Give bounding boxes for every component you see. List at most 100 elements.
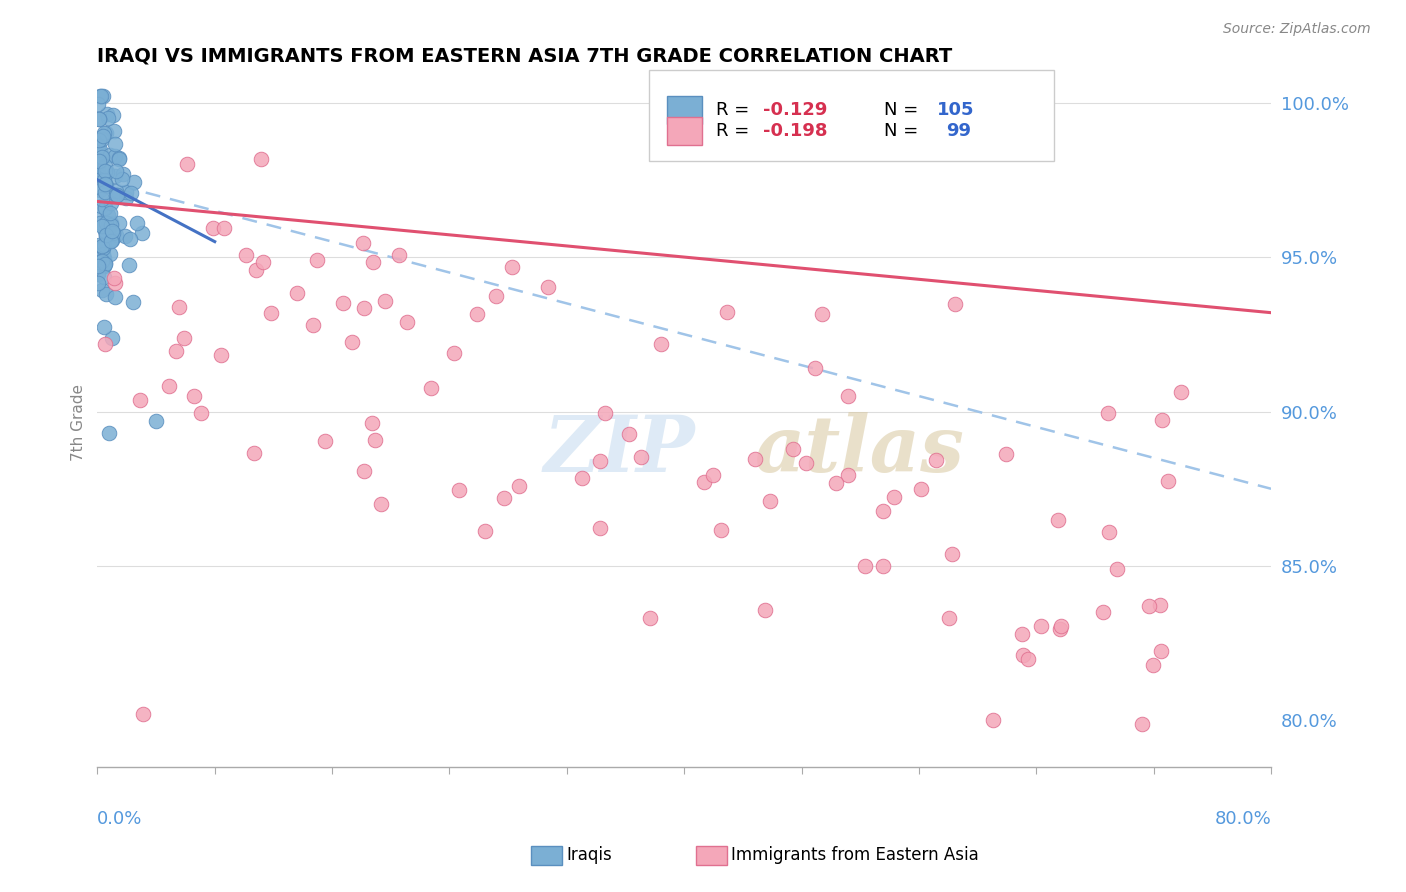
Point xyxy=(94,287,117,301)
Point xyxy=(93,259,115,273)
Point xyxy=(93,270,115,285)
Point xyxy=(589,453,612,467)
Point xyxy=(449,483,471,498)
Point xyxy=(94,127,117,141)
Point xyxy=(794,456,817,470)
Point xyxy=(93,259,115,273)
Point xyxy=(710,523,733,537)
Point xyxy=(91,150,114,164)
Point xyxy=(314,434,336,448)
Point xyxy=(93,219,115,233)
Point xyxy=(105,187,128,202)
Point xyxy=(93,251,115,265)
Point xyxy=(744,452,766,467)
Point xyxy=(361,416,384,430)
Point xyxy=(101,232,124,246)
Point xyxy=(508,478,530,492)
Point xyxy=(87,238,110,252)
Point xyxy=(853,558,876,573)
Text: atlas: atlas xyxy=(755,412,965,488)
Point xyxy=(98,147,121,161)
Point xyxy=(925,453,948,467)
Point xyxy=(630,450,652,465)
Point xyxy=(465,307,488,321)
Text: -0.129: -0.129 xyxy=(763,102,827,120)
Point xyxy=(1097,407,1119,421)
Point xyxy=(87,96,110,111)
Point xyxy=(93,164,115,178)
Point xyxy=(837,467,859,482)
Point xyxy=(101,233,124,247)
Point xyxy=(650,337,672,351)
Point xyxy=(190,406,212,420)
Text: 80.0%: 80.0% xyxy=(1215,810,1271,828)
Point xyxy=(87,267,110,281)
Point xyxy=(97,112,120,126)
Point xyxy=(183,389,205,403)
Point xyxy=(89,133,111,147)
Point xyxy=(352,236,374,251)
Point xyxy=(87,112,110,127)
Point xyxy=(103,149,125,163)
Point xyxy=(883,490,905,504)
Point xyxy=(91,247,114,261)
Text: N =: N = xyxy=(884,102,924,120)
Point xyxy=(145,414,167,428)
Point xyxy=(638,610,661,624)
Point xyxy=(1050,619,1073,633)
Point xyxy=(122,175,145,189)
Point xyxy=(111,167,134,181)
Point xyxy=(537,280,560,294)
Point xyxy=(120,232,142,246)
Point xyxy=(93,201,115,215)
Point xyxy=(89,153,111,168)
Point xyxy=(96,107,118,121)
Point xyxy=(87,112,110,127)
Point xyxy=(804,360,827,375)
Point xyxy=(108,151,131,165)
Point xyxy=(91,132,114,146)
Point xyxy=(107,216,129,230)
Point xyxy=(94,257,117,271)
Point xyxy=(100,215,122,229)
Point xyxy=(1091,605,1114,619)
Point xyxy=(90,147,112,161)
Point xyxy=(100,196,122,211)
Point xyxy=(90,89,112,103)
Point xyxy=(1105,561,1128,575)
Point xyxy=(811,308,834,322)
Point xyxy=(111,172,134,186)
Point xyxy=(1047,512,1070,526)
Point xyxy=(93,319,115,334)
Point xyxy=(91,255,114,269)
Point xyxy=(96,229,118,244)
Point xyxy=(105,228,128,243)
Point xyxy=(332,296,354,310)
Point xyxy=(103,271,125,285)
Point xyxy=(91,219,114,234)
Point xyxy=(1011,627,1033,641)
Text: Source: ZipAtlas.com: Source: ZipAtlas.com xyxy=(1223,22,1371,37)
Point xyxy=(165,343,187,358)
Point xyxy=(1150,413,1173,427)
Point xyxy=(1049,622,1071,636)
Point xyxy=(167,300,190,314)
Point xyxy=(212,221,235,235)
Point xyxy=(100,218,122,232)
Point xyxy=(1157,474,1180,488)
Point xyxy=(90,283,112,297)
Point xyxy=(754,602,776,616)
Point xyxy=(108,152,131,166)
Point xyxy=(943,297,966,311)
Point xyxy=(492,491,515,505)
Text: 105: 105 xyxy=(936,102,974,120)
Point xyxy=(716,305,738,319)
Point xyxy=(87,138,110,153)
Point xyxy=(173,331,195,345)
Point xyxy=(259,306,281,320)
Point xyxy=(98,205,121,219)
Point xyxy=(1142,658,1164,673)
Text: Immigrants from Eastern Asia: Immigrants from Eastern Asia xyxy=(731,847,979,864)
Point xyxy=(252,255,274,269)
Point xyxy=(89,216,111,230)
